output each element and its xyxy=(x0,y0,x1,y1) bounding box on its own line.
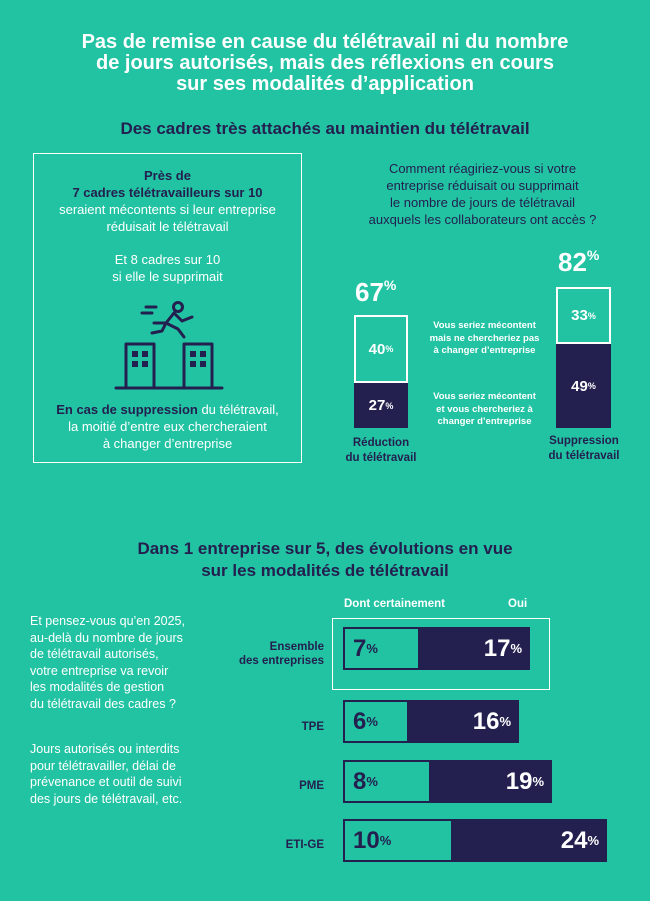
legend-change: Vous seriez mécontent et vous chercherie… xyxy=(433,391,536,427)
bar-oui-pme: 8% 19% xyxy=(343,760,552,803)
bar-certainement-eti-ge xyxy=(343,819,453,862)
reduction-total: 67% xyxy=(355,277,397,307)
section2-note: Jours autorisés ou interdits pour télétr… xyxy=(30,742,183,806)
label-certainement-eti-ge: 10% xyxy=(353,826,392,854)
label-oui-ensemble: 17% xyxy=(483,634,522,662)
key-figure-second: Et 8 cadres sur 10 si elle le supprimait xyxy=(112,252,223,284)
suppression-seg-mecontent: 33% xyxy=(556,287,611,344)
category-eti-ge: ETI-GE xyxy=(285,839,324,851)
key-figure-detail: seraient mécontents si leur entreprise r… xyxy=(59,202,276,234)
label-certainement-pme: 8% xyxy=(353,767,378,795)
bar-certainement-ensemble xyxy=(343,627,420,670)
bar-oui-eti-ge: 10% 24% xyxy=(343,819,607,862)
reduction-label: Réduction du télétravail xyxy=(345,437,417,464)
bar-certainement-tpe xyxy=(343,700,409,743)
suppression-total-value: 82 xyxy=(558,247,587,277)
label-oui-tpe: 16% xyxy=(472,707,511,735)
reduction-seg-change: 27% xyxy=(354,383,408,428)
section1-title: Des cadres très attachés au maintien du … xyxy=(120,119,530,138)
label-oui-pme: 19% xyxy=(505,767,544,795)
person-jumping-between-buildings-icon xyxy=(114,301,224,390)
reduction-total-value: 67 xyxy=(355,277,384,307)
key-figure-intro: Près de xyxy=(144,168,191,183)
category-pme: PME xyxy=(299,780,324,792)
label-certainement-ensemble: 7% xyxy=(353,634,378,662)
label-oui-eti-ge: 24% xyxy=(560,826,599,854)
suppression-rest: du télétravail, xyxy=(197,402,279,417)
bar-oui-ensemble: 7% 17% xyxy=(343,627,530,670)
ensemble-highlight-box xyxy=(332,618,550,690)
section2-title: Dans 1 entreprise sur 5, des évolutions … xyxy=(137,539,513,580)
category-tpe: TPE xyxy=(301,721,324,733)
suppression-consequence-detail: la moitié d’entre eux chercheraient à ch… xyxy=(68,419,267,451)
main-title: Pas de remise en cause du télétravail ni… xyxy=(81,31,569,95)
category-ensemble: Ensemble des entreprises xyxy=(238,641,324,667)
legend-mecontent: Vous seriez mécontent mais ne chercherie… xyxy=(429,320,540,356)
suppression-seg-change: 49% xyxy=(556,344,611,428)
key-figure-main: 7 cadres télétravailleurs sur 10 xyxy=(72,185,263,200)
label-certainement-tpe: 6% xyxy=(353,707,378,735)
suppression-bold: En cas de suppression xyxy=(56,402,198,417)
key-figures-box: Près de 7 cadres télétravailleurs sur 10… xyxy=(33,153,302,463)
bar-certainement-pme xyxy=(343,760,431,803)
section2-question: Et pensez-vous qu’en 2025, au-delà du no… xyxy=(30,614,185,711)
suppression-label: Suppression du télétravail xyxy=(548,435,620,462)
suppression-consequence: En cas de suppression du télétravail, xyxy=(34,401,301,418)
suppression-total: 82% xyxy=(558,247,600,277)
legend-oui: Oui xyxy=(508,598,528,610)
reduction-seg-mecontent: 40% xyxy=(354,315,408,383)
survey-question: Comment réagiriez-vous si votre entrepri… xyxy=(368,161,597,227)
bar-oui-tpe: 6% 16% xyxy=(343,700,519,743)
legend-certainement: Dont certainement xyxy=(344,598,445,610)
